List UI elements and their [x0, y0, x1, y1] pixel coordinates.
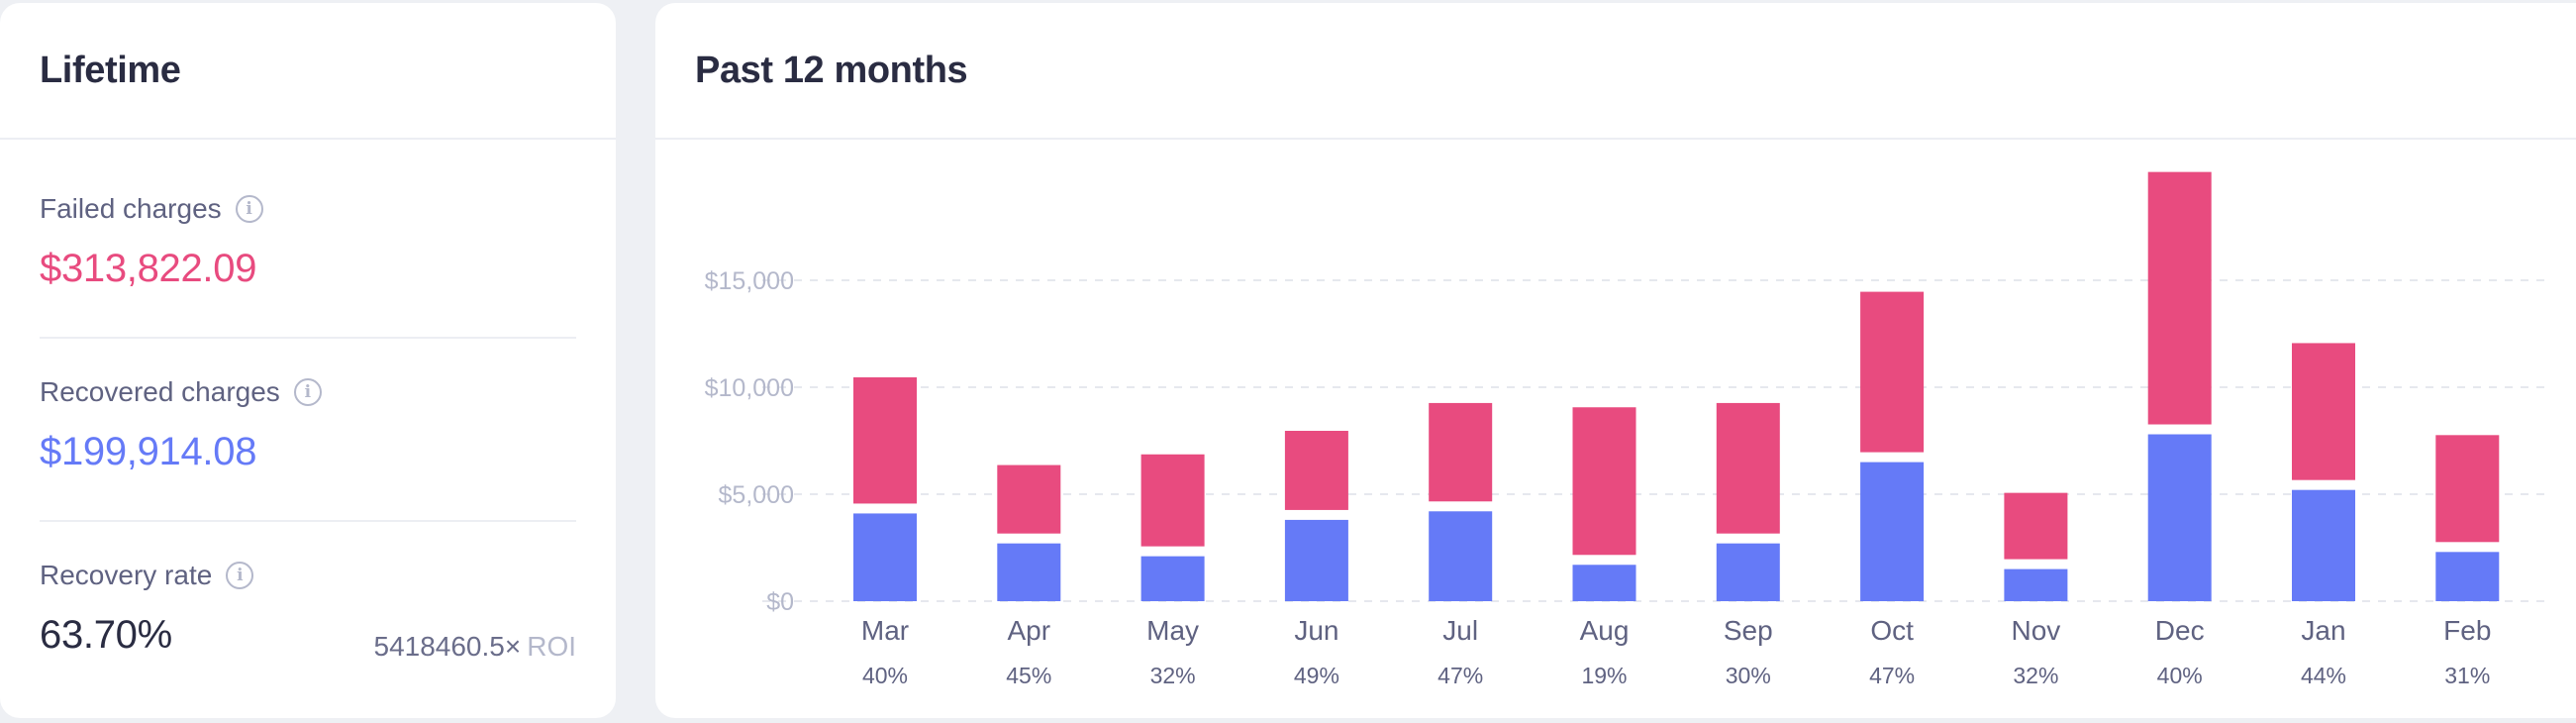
failed-bar: [853, 377, 917, 504]
recovered-bar: [853, 513, 917, 601]
info-icon[interactable]: i: [293, 378, 322, 406]
percent-label: 32%: [1150, 663, 1196, 688]
roi-label: ROI: [527, 631, 576, 662]
past-12-months-header: Past 12 months: [655, 3, 2576, 140]
failed-bar: [1429, 402, 1493, 502]
failed-bar: [2292, 343, 2355, 480]
percent-label: 31%: [2444, 663, 2490, 688]
failed-charges-stat: Failed charges i $313,822.09: [40, 193, 576, 291]
failed-charges-label: Failed charges: [40, 193, 222, 224]
recovered-bar: [2004, 568, 2068, 601]
failed-charges-value: $313,822.09: [40, 247, 257, 290]
percent-label: 44%: [2301, 663, 2346, 688]
stacked-bar-chart: $0 $5,000 $10,000 $15,000 Mar 40% Apr 45% May 32%…: [705, 171, 2546, 688]
recovered-bar: [1284, 519, 1348, 601]
percent-label: 19%: [1581, 663, 1627, 688]
lifetime-header: Lifetime: [0, 3, 616, 140]
recovered-bar: [2292, 489, 2355, 601]
y-tick-label: $15,000: [705, 267, 794, 295]
percent-label: 45%: [1006, 663, 1051, 688]
percent-label: 47%: [1437, 663, 1483, 688]
x-tick-label: Jul: [1442, 615, 1478, 646]
percent-label: 47%: [1869, 663, 1915, 688]
recovery-rate-stat: Recovery rate i 63.70%: [40, 560, 576, 658]
recovered-bar: [1716, 543, 1780, 601]
recovered-bar: [1572, 565, 1636, 601]
failed-bar: [1716, 402, 1780, 534]
x-tick-label: Apr: [1008, 615, 1051, 646]
x-tick-label: Feb: [2443, 615, 2491, 646]
past-12-months-card: Past 12 months $0 $5,000 $10,000 $15,000 Mar…: [655, 3, 2576, 718]
x-tick-label: Jun: [1294, 615, 1338, 646]
x-tick-label: Jan: [2301, 615, 2345, 646]
failed-bar: [997, 465, 1061, 534]
x-tick-label: Nov: [2012, 615, 2061, 646]
recovered-charges-stat: Recovered charges i $199,914.08: [40, 376, 576, 474]
x-tick-label: Mar: [861, 615, 909, 646]
failed-bar: [1860, 291, 1925, 453]
y-tick-label: $5,000: [719, 481, 794, 509]
y-tick-label: $10,000: [705, 374, 794, 402]
percent-label: 40%: [862, 663, 908, 688]
recovered-bar: [997, 543, 1061, 601]
info-icon[interactable]: i: [226, 562, 254, 589]
failed-bar: [2147, 171, 2212, 425]
x-tick-label: May: [1146, 615, 1199, 646]
recovered-bar: [1140, 556, 1205, 601]
recovered-bar: [1429, 511, 1493, 601]
failed-bar: [1140, 454, 1205, 547]
divider: [40, 520, 576, 522]
x-tick-label: Oct: [1870, 615, 1914, 646]
past-12-months-title: Past 12 months: [695, 49, 968, 91]
lifetime-title: Lifetime: [40, 49, 181, 91]
recovery-rate-value: 63.70%: [40, 613, 172, 657]
percent-label: 32%: [2013, 663, 2058, 688]
y-tick-label: $0: [766, 588, 794, 616]
percent-label: 40%: [2157, 663, 2203, 688]
info-icon[interactable]: i: [235, 195, 263, 223]
divider: [40, 337, 576, 339]
failed-bar: [1572, 407, 1636, 556]
roi-readout: 5418460.5× ROI: [374, 631, 577, 663]
failed-bar: [1284, 431, 1348, 510]
recovered-bar: [1860, 462, 1925, 601]
x-tick-label: Dec: [2155, 615, 2205, 646]
percent-label: 49%: [1294, 663, 1339, 688]
x-tick-label: Sep: [1724, 615, 1773, 646]
x-tick-label: Aug: [1580, 615, 1630, 646]
recovery-rate-label: Recovery rate: [40, 560, 213, 590]
recovered-charges-value: $199,914.08: [40, 430, 257, 473]
percent-label: 30%: [1726, 663, 1771, 688]
failed-bar: [2435, 435, 2500, 543]
roi-value: 5418460.5×: [373, 631, 522, 662]
recovered-bar: [2147, 434, 2212, 601]
recovered-bar: [2435, 552, 2500, 601]
recovered-charges-label: Recovered charges: [40, 376, 280, 407]
failed-bar: [2004, 492, 2068, 560]
lifetime-card: Lifetime Failed charges i $313,822.09 Re…: [0, 3, 616, 718]
